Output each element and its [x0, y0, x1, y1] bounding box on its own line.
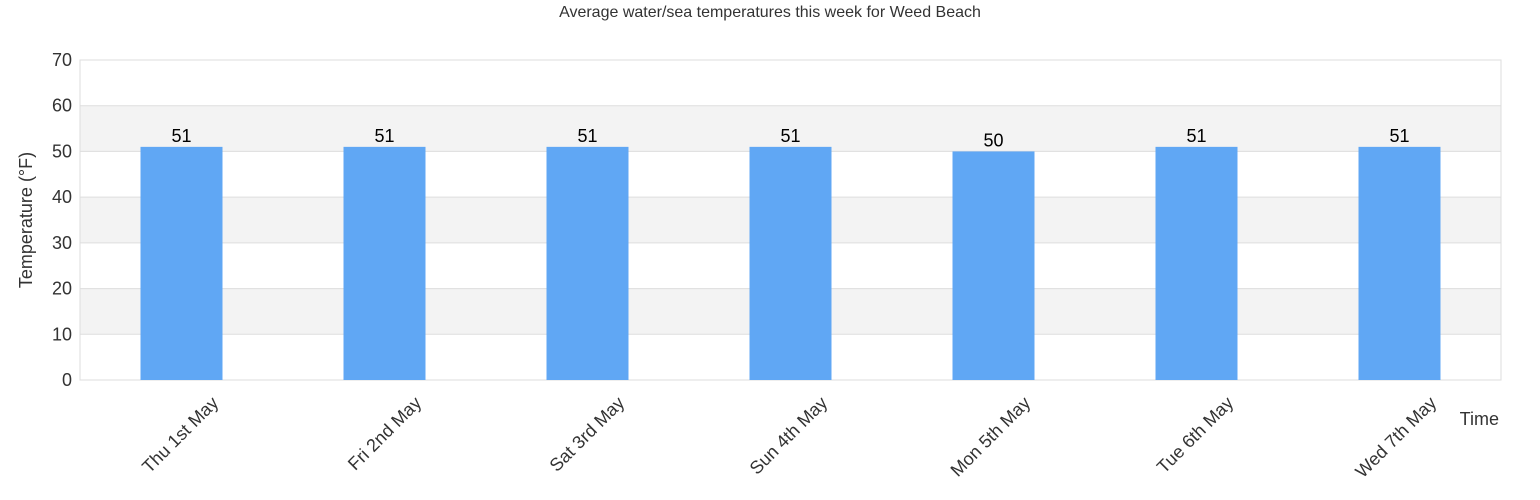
data-label: 50: [983, 130, 1003, 150]
x-tick-label: Tue 6th May: [1153, 393, 1237, 477]
data-label: 51: [374, 126, 394, 146]
y-tick-label: 30: [52, 233, 72, 253]
grid-band: [80, 60, 1501, 106]
bar-series: [140, 146, 1441, 380]
grid-band: [80, 105, 1501, 152]
y-axis-label: Temperature (°F): [16, 152, 36, 288]
y-tick-label: 20: [52, 279, 72, 299]
x-tick-label: Sat 3rd May: [546, 393, 629, 476]
x-tick-label: Sun 4th May: [746, 393, 832, 479]
data-label: 51: [1389, 126, 1409, 146]
data-label: 51: [577, 126, 597, 146]
bar: [343, 146, 426, 380]
y-axis-ticks: 0 10 20 30 40 50 60 70: [52, 50, 72, 390]
data-label: 51: [780, 126, 800, 146]
bar: [1155, 146, 1238, 380]
y-tick-label: 40: [52, 187, 72, 207]
bar: [140, 146, 223, 380]
y-tick-label: 10: [52, 324, 72, 344]
bar: [546, 146, 629, 380]
y-tick-label: 50: [52, 141, 72, 161]
data-label: 51: [171, 126, 191, 146]
x-tick-label: Mon 5th May: [947, 393, 1035, 481]
y-tick-label: 60: [52, 96, 72, 116]
chart-title: Average water/sea temperatures this week…: [559, 4, 981, 21]
bar: [952, 151, 1035, 380]
x-tick-label: Thu 1st May: [138, 393, 222, 477]
data-labels: 51 51 51 51 50 51 51: [171, 126, 1409, 151]
bar: [1358, 146, 1441, 380]
x-tick-label: Wed 7th May: [1351, 393, 1440, 482]
x-axis-label: Time: [1460, 409, 1499, 429]
x-tick-label: Fri 2nd May: [344, 393, 425, 474]
bar: [749, 146, 832, 380]
data-label: 51: [1186, 126, 1206, 146]
y-tick-label: 0: [62, 370, 72, 390]
y-tick-label: 70: [52, 50, 72, 70]
x-axis-ticks: Thu 1st May Fri 2nd May Sat 3rd May Sun 4th…: [138, 393, 1440, 482]
